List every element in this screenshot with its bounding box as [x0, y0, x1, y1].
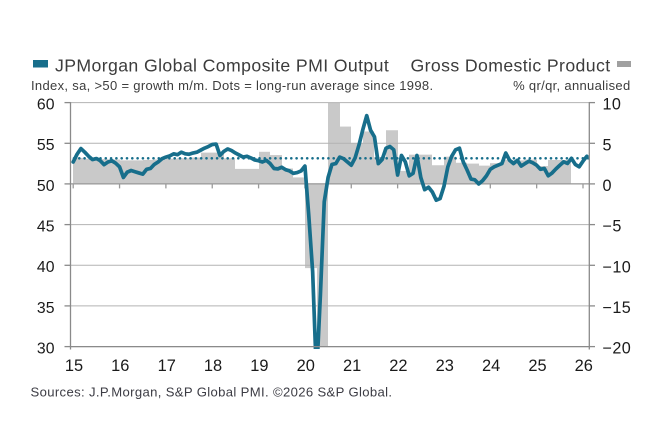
svg-text:35: 35	[37, 300, 55, 317]
svg-text:−20: −20	[603, 340, 632, 358]
svg-text:24: 24	[482, 357, 500, 375]
svg-text:−15: −15	[603, 299, 632, 317]
svg-text:50: 50	[37, 178, 55, 195]
svg-text:45: 45	[37, 219, 55, 236]
svg-text:16: 16	[111, 357, 129, 375]
svg-text:26: 26	[575, 357, 593, 375]
svg-text:25: 25	[528, 357, 546, 375]
svg-text:19: 19	[250, 357, 268, 375]
svg-text:−10: −10	[603, 258, 632, 276]
svg-text:−5: −5	[603, 218, 622, 236]
svg-text:17: 17	[158, 357, 176, 375]
svg-text:Index, sa, >50 = growth m/m. D: Index, sa, >50 = growth m/m. Dots = long…	[31, 78, 433, 93]
svg-text:55: 55	[37, 137, 55, 154]
svg-text:5: 5	[603, 136, 612, 154]
svg-text:Sources: J.P.Morgan, S&P Globa: Sources: J.P.Morgan, S&P Global PMI. ©20…	[31, 385, 393, 400]
svg-text:20: 20	[297, 357, 315, 375]
svg-text:10: 10	[603, 96, 622, 114]
svg-text:JPMorgan Global Composite PMI: JPMorgan Global Composite PMI Output	[55, 56, 389, 76]
svg-text:40: 40	[37, 259, 55, 276]
svg-text:22: 22	[389, 357, 407, 375]
svg-text:23: 23	[436, 357, 454, 375]
svg-text:% qr/qr, annualised: % qr/qr, annualised	[513, 78, 630, 93]
svg-text:21: 21	[343, 357, 361, 375]
svg-text:60: 60	[37, 97, 55, 114]
svg-text:18: 18	[204, 357, 222, 375]
svg-text:15: 15	[65, 357, 83, 375]
svg-text:0: 0	[603, 177, 612, 195]
svg-text:30: 30	[37, 341, 55, 358]
svg-text:Gross Domestic Product: Gross Domestic Product	[410, 56, 610, 76]
